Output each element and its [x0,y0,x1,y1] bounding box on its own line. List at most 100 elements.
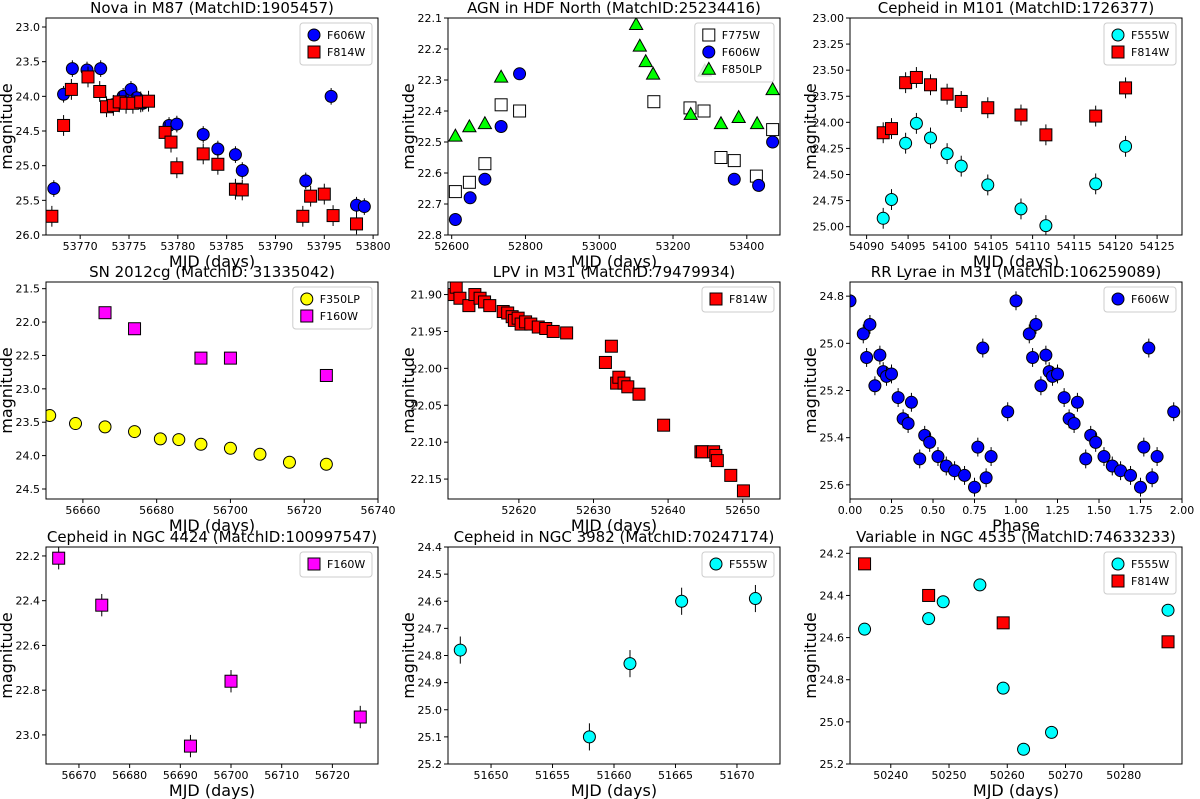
data-point [69,417,83,431]
x-tick-label: 51670 [719,769,754,782]
chart-title: Cepheid in M101 (MatchID:1726377) [878,0,1155,17]
y-tick-label: 24.0 [16,90,41,103]
legend-label: F814W [327,46,365,59]
x-tick-label: 53780 [160,240,195,253]
x-tick-label: 56740 [361,504,396,517]
legend: F555W F814W [1103,551,1177,595]
y-tick-label: 22.15 [411,473,443,486]
x-tick-label: 52600 [434,240,469,253]
x-tick-label: 53795 [307,240,342,253]
chart-panel-4: SN 2012cg (MatchID: 31335042) 56660 56680 5… [0,263,396,535]
data-point [885,193,898,207]
y-tick-label: 25.4 [820,432,845,445]
data-point [172,433,186,447]
x-tick-label: 56670 [61,769,96,782]
data-point [899,76,913,90]
data-point [1089,109,1103,123]
y-tick-label: 25.2 [418,758,443,771]
legend-label: F160W [327,558,365,571]
data-point [922,588,936,602]
y-tick-label: 25.0 [418,704,443,717]
y-tick-label: 24.4 [820,589,845,602]
data-point [901,417,915,431]
data-point [1014,108,1028,122]
data-point [128,425,142,439]
data-point [64,82,78,96]
x-axis-label: MJD (days) [169,252,255,271]
data-point [462,175,476,189]
data-point [153,432,167,446]
x-tick-label: 52620 [501,504,536,517]
data-point [223,351,237,365]
data-point [299,174,313,188]
data-point [1045,725,1059,739]
data-point [142,94,156,108]
data-point [453,643,467,657]
y-tick-label: 25.0 [820,337,845,350]
data-point [647,95,661,109]
data-point [223,441,237,455]
data-point [319,457,333,471]
axes-frame [45,17,379,236]
legend-label: F555W [1131,29,1169,42]
y-tick-label: 24.8 [418,650,443,663]
x-axis-label: MJD (days) [169,516,255,535]
data-point [924,131,938,145]
y-tick-label: 24.4 [418,541,443,554]
data-point [47,182,61,196]
data-point [981,178,995,192]
y-tick-label: 22.00 [411,362,443,375]
data-point [1124,468,1138,482]
data-point [196,127,210,141]
chart-title: Variable in NGC 4535 (MatchID:74633233) [856,528,1176,546]
data-point [979,471,993,485]
y-tick-label: 24.5 [418,568,443,581]
data-point [1137,440,1151,454]
data-point [94,62,108,76]
y-tick-label: 23.5 [16,56,41,69]
x-tick-label: 56700 [214,769,249,782]
data-point [170,161,184,175]
data-point [1145,471,1159,485]
x-tick-label: 56680 [112,769,147,782]
data-point [645,66,661,80]
series-F555W [858,578,1175,756]
data-point [727,172,741,186]
x-tick-label: 1.25 [1045,504,1070,517]
series-F814W [858,557,1175,649]
data-point [211,157,225,171]
axes-frame [849,281,1183,500]
data-point [899,136,913,150]
legend-label: F606W [1131,293,1169,306]
data-point [996,681,1010,695]
data-point [228,148,242,162]
data-point [1119,81,1133,95]
x-tick-label: 1.00 [1004,504,1029,517]
y-tick-label: 26.0 [16,229,41,242]
series-F350LP [46,409,333,471]
legend: F775W F606W F850LP [694,22,775,83]
x-tick-label: 50270 [1048,769,1083,782]
y-tick-label: 23.75 [813,90,845,103]
x-tick-label: 51660 [597,769,632,782]
y-tick-label: 22.2 [418,43,443,56]
legend-label: F160W [320,310,358,323]
data-point [1001,405,1015,419]
data-point [940,147,954,161]
plot-area [453,584,762,751]
x-tick-label: 56710 [264,769,299,782]
data-point [1134,480,1147,494]
data-point [196,147,210,161]
y-tick-label: 25.0 [16,160,41,173]
legend-label: F555W [729,558,767,571]
data-point [940,87,954,101]
y-tick-label: 22.4 [16,595,41,608]
data-point [350,217,364,231]
data-point [675,594,689,608]
legend-label: F350LP [320,293,360,306]
chart-title: Cepheid in NGC 4424 (MatchID:100997547) [47,528,377,546]
data-point [95,598,109,612]
y-axis-label: magnitude [0,612,16,699]
data-point [858,622,872,636]
chart-title: RR Lyrae in M31 (MatchID:106259089) [871,263,1161,281]
